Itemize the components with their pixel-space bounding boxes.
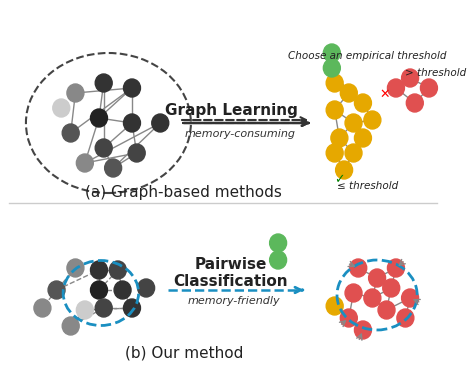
Circle shape [336, 161, 353, 179]
Circle shape [95, 299, 112, 317]
Circle shape [137, 279, 155, 297]
Circle shape [91, 281, 108, 299]
Circle shape [124, 114, 140, 132]
Circle shape [326, 297, 343, 315]
Circle shape [95, 139, 112, 157]
Circle shape [76, 301, 93, 319]
Circle shape [326, 144, 343, 162]
Circle shape [345, 114, 362, 132]
Text: (b) Our method: (b) Our method [125, 345, 243, 361]
Circle shape [364, 289, 381, 307]
Text: Choose an empirical threshold: Choose an empirical threshold [288, 51, 447, 61]
Circle shape [62, 124, 79, 142]
Text: ✕: ✕ [379, 87, 390, 101]
Circle shape [323, 44, 340, 62]
Circle shape [378, 301, 395, 319]
Circle shape [67, 84, 84, 102]
Circle shape [323, 59, 340, 77]
Circle shape [114, 281, 131, 299]
Circle shape [369, 269, 385, 287]
Circle shape [340, 309, 357, 327]
Text: Graph Learning: Graph Learning [164, 102, 297, 118]
Text: Pairwise
Classification: Pairwise Classification [173, 257, 288, 289]
Circle shape [95, 74, 112, 92]
Circle shape [270, 251, 287, 269]
Circle shape [76, 154, 93, 172]
Circle shape [345, 144, 362, 162]
Circle shape [34, 299, 51, 317]
Circle shape [62, 317, 79, 335]
Circle shape [406, 94, 423, 112]
Circle shape [105, 159, 122, 177]
Circle shape [124, 299, 140, 317]
Circle shape [383, 279, 400, 297]
Circle shape [91, 109, 108, 127]
Circle shape [387, 79, 404, 97]
Circle shape [355, 94, 372, 112]
Circle shape [128, 144, 145, 162]
Text: ✓: ✓ [334, 174, 345, 186]
Circle shape [355, 321, 372, 339]
Text: ≤ threshold: ≤ threshold [337, 181, 399, 191]
Circle shape [91, 261, 108, 279]
Circle shape [350, 259, 367, 277]
Text: memory-friendly: memory-friendly [188, 296, 280, 306]
Circle shape [364, 111, 381, 129]
Circle shape [124, 79, 140, 97]
Circle shape [387, 259, 404, 277]
Circle shape [48, 281, 65, 299]
Circle shape [109, 261, 127, 279]
Circle shape [355, 129, 372, 147]
Circle shape [152, 114, 169, 132]
Circle shape [326, 74, 343, 92]
Circle shape [397, 309, 414, 327]
Circle shape [345, 284, 362, 302]
Circle shape [53, 99, 70, 117]
Text: memory-consuming: memory-consuming [185, 129, 296, 139]
Circle shape [340, 84, 357, 102]
Circle shape [326, 101, 343, 119]
Circle shape [67, 259, 84, 277]
Circle shape [420, 79, 438, 97]
Circle shape [401, 69, 419, 87]
Text: > threshold: > threshold [405, 68, 466, 78]
Circle shape [331, 129, 348, 147]
Circle shape [270, 234, 287, 252]
Circle shape [401, 289, 419, 307]
Text: (a) Graph-based methods: (a) Graph-based methods [85, 186, 283, 200]
